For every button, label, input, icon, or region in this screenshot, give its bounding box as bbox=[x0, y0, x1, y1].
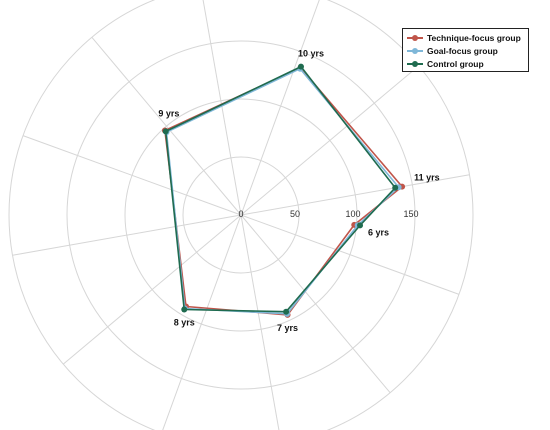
category-label: 9 yrs bbox=[158, 109, 179, 119]
legend: Technique-focus group Goal-focus group C… bbox=[402, 28, 529, 72]
category-label: 8 yrs bbox=[174, 317, 195, 327]
grid-spoke-5 bbox=[22, 135, 242, 216]
grid-spoke-0 bbox=[240, 174, 470, 216]
category-label: 6 yrs bbox=[368, 227, 389, 237]
legend-swatch-technique bbox=[407, 33, 423, 43]
series-2-point-4 bbox=[297, 63, 304, 70]
grid-spoke-10 bbox=[240, 214, 391, 394]
grid-spoke-6 bbox=[12, 214, 242, 256]
grid-spoke-3 bbox=[202, 0, 242, 216]
series-2-point-0 bbox=[357, 222, 364, 229]
radial-tick-label: 0 bbox=[238, 209, 243, 219]
series-2-point-5 bbox=[392, 184, 399, 191]
series-2-point-3 bbox=[162, 128, 169, 135]
legend-label-technique: Technique-focus group bbox=[427, 33, 521, 43]
grid-circle-3 bbox=[8, 0, 474, 430]
legend-item-technique: Technique-focus group bbox=[407, 32, 521, 44]
radial-tick-label: 100 bbox=[345, 209, 360, 219]
grid-circle-0 bbox=[182, 156, 300, 274]
grid-spoke-7 bbox=[62, 214, 242, 365]
radial-tick-label: 50 bbox=[290, 209, 300, 219]
chart-labels: 0 50 100 150 6 yrs 7 yrs 8 yrs 9 yrs 10 yrs 11 yr… bbox=[158, 49, 439, 333]
series-2-point-1 bbox=[283, 308, 290, 315]
chart-grid bbox=[8, 0, 474, 430]
grid-spoke-9 bbox=[240, 214, 280, 430]
category-label: 7 yrs bbox=[277, 323, 298, 333]
grid-spoke-8 bbox=[162, 214, 242, 430]
category-label: 11 yrs bbox=[414, 173, 440, 183]
legend-swatch-control bbox=[407, 59, 423, 69]
series-line-0 bbox=[164, 66, 403, 316]
chart-series bbox=[161, 63, 406, 318]
series-2-point-2 bbox=[181, 306, 188, 313]
grid-circle-1 bbox=[124, 98, 358, 332]
legend-item-control: Control group bbox=[407, 58, 484, 70]
category-label: 10 yrs bbox=[298, 49, 324, 59]
grid-circle-2 bbox=[66, 40, 416, 390]
legend-item-goal: Goal-focus group bbox=[407, 45, 498, 57]
grid-spoke-1 bbox=[240, 65, 420, 216]
legend-label-control: Control group bbox=[427, 59, 484, 69]
legend-swatch-goal bbox=[407, 46, 423, 56]
radial-tick-label: 150 bbox=[403, 209, 418, 219]
legend-label-goal: Goal-focus group bbox=[427, 46, 498, 56]
grid-spoke-4 bbox=[91, 36, 242, 216]
grid-spoke-11 bbox=[240, 214, 460, 295]
series-line-1 bbox=[165, 67, 400, 315]
series-line-2 bbox=[164, 65, 397, 313]
grid-spoke-2 bbox=[240, 0, 320, 216]
